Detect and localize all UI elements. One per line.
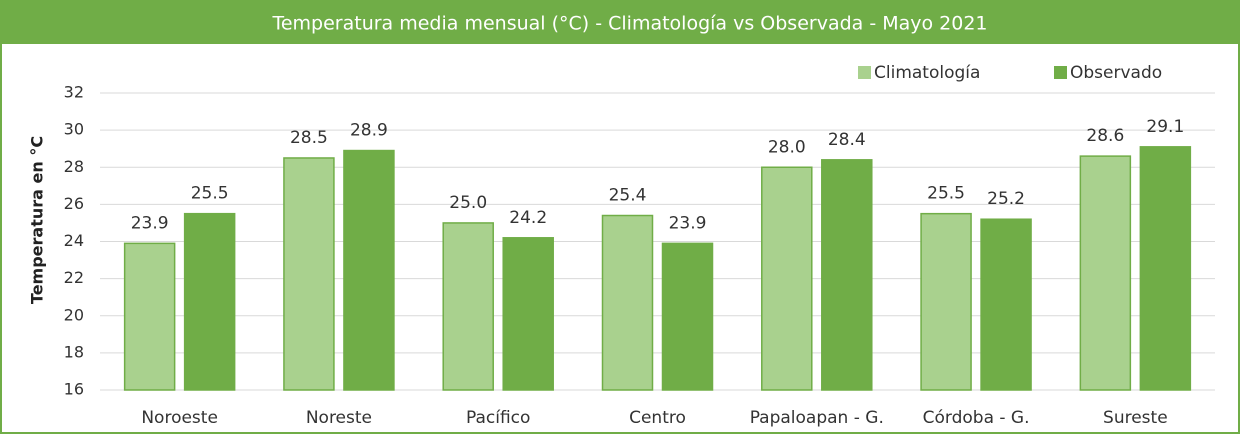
- bar: [183, 212, 236, 391]
- bar: [123, 242, 176, 391]
- data-label: 28.6: [1086, 126, 1124, 146]
- bar: [442, 222, 494, 391]
- x-tick-label: Centro: [629, 408, 686, 428]
- data-label: 25.5: [191, 184, 229, 204]
- data-label: 25.5: [927, 184, 965, 204]
- y-axis-label: Temperatura en °C: [28, 136, 47, 304]
- y-tick-label: 30: [64, 120, 84, 139]
- data-label: 28.4: [828, 130, 866, 150]
- bar: [1139, 146, 1192, 391]
- bar: [980, 218, 1032, 391]
- x-tick-label: Córdoba - G.: [923, 408, 1030, 428]
- y-tick-label: 26: [64, 194, 84, 213]
- x-tick-label: Sureste: [1103, 408, 1168, 428]
- chart-title: Temperatura media mensual (°C) - Climato…: [271, 13, 987, 35]
- data-label: 28.0: [768, 137, 806, 157]
- bar: [343, 149, 395, 391]
- bar: [283, 157, 335, 391]
- data-label: 25.0: [449, 193, 487, 213]
- legend-label: Climatología: [874, 63, 980, 83]
- data-label: 23.9: [131, 213, 169, 233]
- bar: [821, 159, 873, 391]
- bar: [502, 237, 554, 391]
- data-label: 28.5: [290, 128, 328, 148]
- data-label: 23.9: [669, 213, 707, 233]
- data-label: 29.1: [1146, 117, 1184, 137]
- data-label: 25.4: [609, 186, 647, 206]
- data-label: 25.2: [987, 189, 1025, 209]
- y-tick-label: 22: [64, 268, 84, 287]
- legend-swatch: [858, 66, 871, 79]
- y-tick-label: 32: [64, 83, 84, 102]
- x-tick-label: Noroeste: [141, 408, 218, 428]
- x-tick-label: Noreste: [306, 408, 372, 428]
- title-bar: [0, 0, 1240, 44]
- y-tick-label: 18: [64, 342, 84, 361]
- bar: [1079, 155, 1132, 391]
- legend-label: Observado: [1070, 63, 1162, 83]
- bar: [601, 214, 654, 391]
- data-label: 24.2: [509, 208, 547, 228]
- y-tick-label: 24: [64, 231, 84, 250]
- y-tick-label: 20: [64, 305, 84, 324]
- x-tick-label: Pacífico: [466, 408, 530, 428]
- bar: [661, 242, 714, 391]
- legend-swatch: [1054, 66, 1067, 79]
- x-tick-label: Papaloapan - G.: [750, 408, 884, 428]
- y-tick-label: 28: [64, 157, 84, 176]
- bar: [920, 212, 972, 391]
- y-tick-label: 16: [64, 380, 84, 399]
- bar: [761, 166, 813, 391]
- data-label: 28.9: [350, 121, 388, 141]
